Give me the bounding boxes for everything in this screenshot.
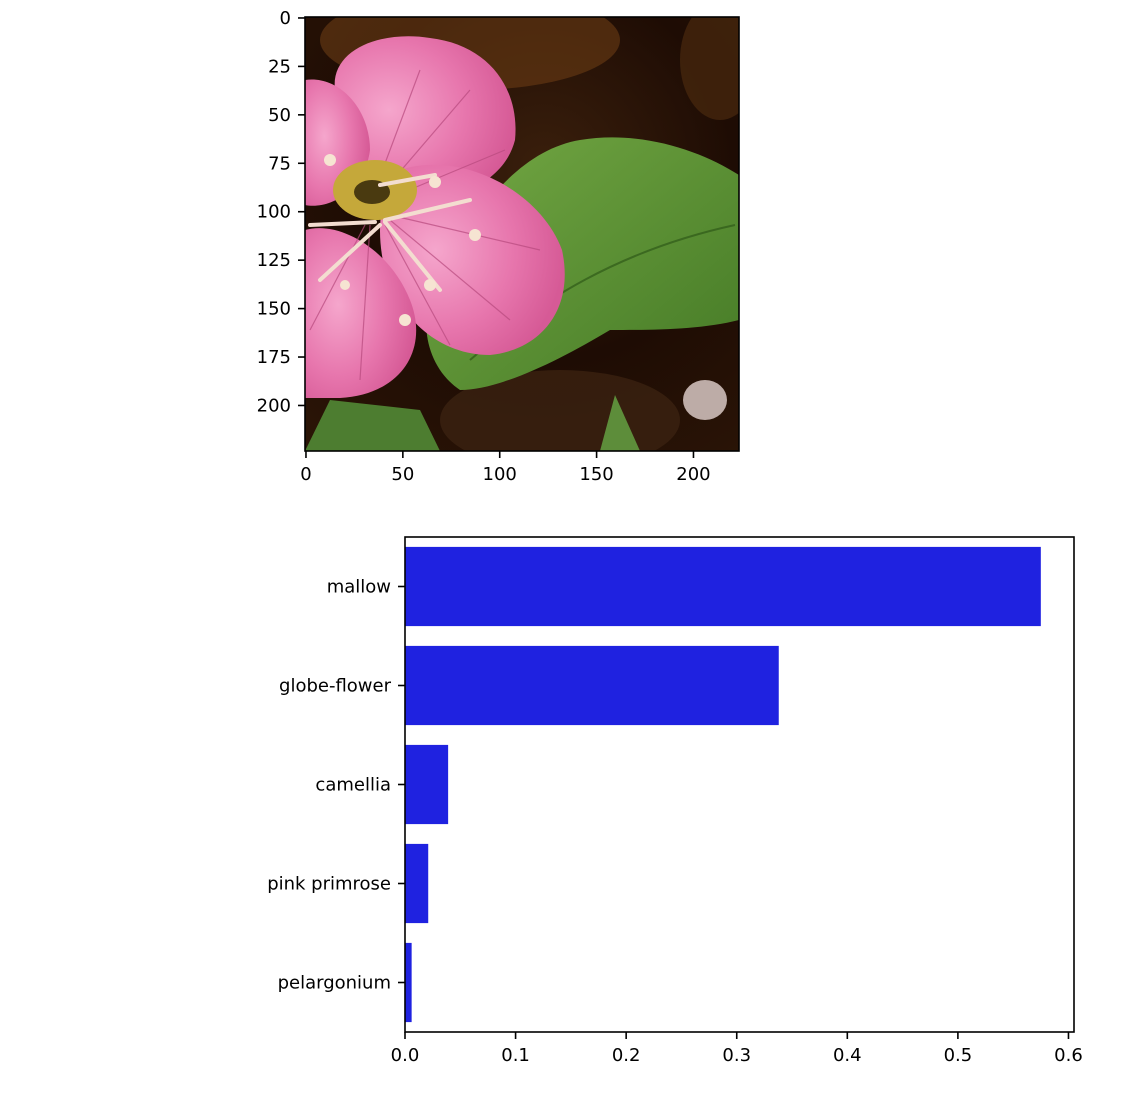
bar-camellia	[405, 744, 449, 825]
bar-category-ticks: mallow globe-flower camellia pink primrose p…	[267, 577, 405, 994]
image-x-ticks: 0 50 100 150 200	[300, 451, 711, 485]
image-axes-frame	[304, 16, 740, 452]
image-y-tick-label: 175	[257, 347, 291, 368]
image-x-tick-label: 100	[483, 464, 517, 485]
image-y-tick-label: 125	[257, 250, 291, 271]
value-tick-label: 0.3	[722, 1045, 751, 1066]
image-y-tick-label: 75	[268, 153, 291, 174]
flower-image-panel: 0 50 100 150 200 0 25 50 75 100 125 150 175 200	[257, 8, 740, 485]
category-label: globe-flower	[279, 676, 392, 697]
image-y-tick-label: 200	[257, 395, 291, 416]
value-tick-label: 0.1	[501, 1045, 530, 1066]
value-tick-label: 0.2	[612, 1045, 641, 1066]
value-tick-label: 0.4	[833, 1045, 862, 1066]
image-y-ticks: 0 25 50 75 100 125 150 175 200	[257, 8, 305, 416]
bars	[405, 546, 1041, 1023]
bar-pink-primrose	[405, 843, 429, 924]
image-x-tick-label: 50	[391, 464, 414, 485]
bar-pelargonium	[405, 942, 412, 1023]
image-x-tick-label: 150	[579, 464, 613, 485]
probability-bar-chart: mallow globe-flower camellia pink primrose p…	[267, 536, 1083, 1066]
image-x-tick-label: 200	[676, 464, 710, 485]
value-tick-label: 0.6	[1054, 1045, 1083, 1066]
image-y-tick-label: 100	[257, 202, 291, 223]
image-x-tick-label: 0	[300, 464, 311, 485]
value-tick-label: 0.0	[391, 1045, 420, 1066]
image-y-tick-label: 0	[280, 8, 291, 29]
category-label: pink primrose	[267, 874, 391, 895]
bar-value-ticks: 0.0 0.1 0.2 0.3 0.4 0.5 0.6	[391, 1032, 1083, 1066]
bar-mallow	[405, 546, 1041, 627]
value-tick-label: 0.5	[944, 1045, 973, 1066]
flower-image	[305, 17, 739, 451]
category-label: pelargonium	[278, 973, 391, 994]
category-label: mallow	[327, 577, 391, 598]
image-y-tick-label: 25	[268, 56, 291, 77]
image-y-tick-label: 50	[268, 105, 291, 126]
image-y-tick-label: 150	[257, 299, 291, 320]
category-label: camellia	[315, 775, 391, 796]
bar-globe-flower	[405, 645, 779, 726]
